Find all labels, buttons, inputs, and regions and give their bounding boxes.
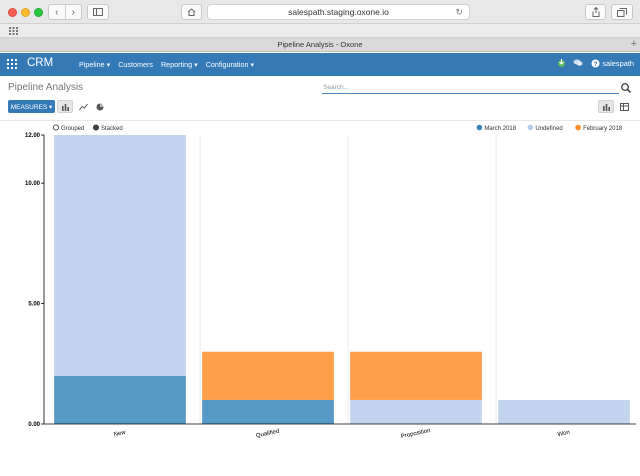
app-brand[interactable]: CRM bbox=[27, 57, 54, 69]
history-nav: ‹ › bbox=[48, 4, 82, 20]
pivot-view-button[interactable] bbox=[616, 100, 632, 113]
control-panel-divider bbox=[0, 120, 640, 121]
y-tick-label: 10.00 bbox=[25, 181, 41, 187]
favorites-bar bbox=[0, 24, 640, 38]
chat-icon[interactable] bbox=[573, 58, 583, 68]
bar-chart-icon bbox=[61, 103, 69, 111]
line-chart-icon bbox=[78, 103, 88, 110]
menu-configuration[interactable]: Configuration ▾ bbox=[205, 60, 255, 69]
legend-item[interactable]: March 2018 bbox=[476, 124, 517, 132]
home-icon bbox=[187, 8, 196, 16]
legend-label: Undefined bbox=[535, 126, 562, 132]
svg-text:?: ? bbox=[593, 61, 597, 68]
tabs-overview-button[interactable] bbox=[611, 4, 633, 20]
bar-segment[interactable] bbox=[202, 351, 334, 400]
y-tick-label: 5.00 bbox=[28, 302, 40, 308]
main-menu: Pipeline ▾ Customers Reporting ▾ Configu… bbox=[79, 60, 254, 69]
x-tick-label: Proposition bbox=[400, 428, 431, 440]
back-icon[interactable]: ‹ bbox=[49, 5, 66, 19]
share-icon bbox=[592, 7, 599, 17]
url-text: salespath.staging.oxone.io bbox=[288, 7, 389, 17]
app-navbar: CRM Pipeline ▾ Customers Reporting ▾ Con… bbox=[0, 53, 640, 76]
bar-segment[interactable] bbox=[54, 375, 186, 424]
bar-segment[interactable] bbox=[350, 399, 482, 424]
sidebar-toggle-button[interactable] bbox=[87, 4, 109, 20]
legend-swatch bbox=[575, 124, 581, 131]
legend-label: March 2018 bbox=[484, 126, 516, 132]
sidebar-icon bbox=[93, 8, 103, 16]
user-menu[interactable]: ? salespath bbox=[590, 58, 634, 68]
tab-title[interactable]: Pipeline Analysis - Oxone bbox=[277, 40, 363, 49]
apps-grid-icon[interactable] bbox=[7, 59, 17, 69]
browser-titlebar: ‹ › salespath.staging.oxone.io ↻ bbox=[0, 0, 640, 24]
bar-segment[interactable] bbox=[498, 399, 630, 424]
stacked-label: Stacked bbox=[101, 126, 123, 132]
grouped-toggle[interactable]: Grouped bbox=[53, 124, 84, 132]
stacked-radio-icon bbox=[93, 124, 100, 131]
line-chart-mode-button[interactable] bbox=[75, 100, 91, 113]
bar-segment[interactable] bbox=[350, 351, 482, 400]
bar-chart-mode-button[interactable] bbox=[57, 100, 73, 113]
address-bar[interactable]: salespath.staging.oxone.io ↻ bbox=[207, 4, 470, 20]
grid-icon[interactable] bbox=[9, 27, 18, 35]
grouped-radio-icon bbox=[53, 124, 60, 131]
user-avatar-icon: ? bbox=[590, 58, 600, 68]
user-name: salespath bbox=[602, 58, 634, 68]
y-tick-label: 12.00 bbox=[25, 133, 41, 139]
x-tick-label: New bbox=[113, 430, 127, 439]
legend-label: February 2018 bbox=[583, 126, 623, 132]
chart-legend: March 2018 Undefined February 2018 bbox=[476, 124, 623, 132]
pie-chart-mode-button[interactable] bbox=[92, 100, 108, 113]
legend-item[interactable]: February 2018 bbox=[575, 124, 623, 132]
menu-customers[interactable]: Customers bbox=[118, 60, 153, 69]
chart-bars bbox=[54, 135, 630, 424]
menu-pipeline[interactable]: Pipeline ▾ bbox=[79, 60, 111, 69]
y-tick-label: 0.00 bbox=[28, 422, 40, 428]
home-button[interactable] bbox=[181, 4, 202, 20]
new-tab-icon[interactable]: + bbox=[630, 38, 637, 50]
tabs-icon bbox=[617, 7, 627, 17]
tab-bar: Pipeline Analysis - Oxone + bbox=[0, 38, 640, 52]
x-tick-label: Won bbox=[557, 430, 570, 438]
grouped-label: Grouped bbox=[61, 126, 84, 132]
mode-toggle: Grouped Stacked bbox=[53, 124, 123, 132]
activity-icon[interactable] bbox=[556, 58, 566, 68]
forward-icon[interactable]: › bbox=[71, 6, 75, 18]
close-window-button[interactable] bbox=[8, 8, 17, 17]
legend-item[interactable]: Undefined bbox=[527, 124, 563, 132]
minimize-window-button[interactable] bbox=[21, 8, 30, 17]
pie-chart-icon bbox=[96, 103, 104, 110]
share-button[interactable] bbox=[585, 4, 606, 20]
graph-view-button[interactable] bbox=[598, 100, 614, 113]
x-tick-label: Qualified bbox=[256, 429, 280, 440]
menu-reporting[interactable]: Reporting ▾ bbox=[160, 60, 198, 69]
chart-axes: New Qualified Proposition Won 0.00 5.00 10.00 1… bbox=[25, 133, 636, 440]
bar-segment[interactable] bbox=[202, 399, 334, 424]
page-title: Pipeline Analysis bbox=[8, 82, 84, 93]
search-icon[interactable] bbox=[620, 82, 632, 94]
bar-segment[interactable] bbox=[54, 135, 186, 376]
bar-chart-icon bbox=[602, 103, 610, 111]
legend-swatch bbox=[476, 124, 483, 131]
legend-swatch bbox=[527, 124, 534, 131]
reload-icon[interactable]: ↻ bbox=[455, 7, 463, 17]
systray: ? salespath bbox=[556, 58, 634, 68]
chart-grid bbox=[199, 135, 497, 424]
stacked-toggle[interactable]: Stacked bbox=[93, 124, 123, 132]
search-input[interactable]: Search... bbox=[322, 83, 619, 94]
measures-button[interactable]: MEASURES ▾ bbox=[8, 100, 55, 113]
table-icon bbox=[619, 102, 629, 111]
pipeline-chart: Grouped Stacked March 2018 Undefined Febru… bbox=[25, 124, 636, 440]
zoom-window-button[interactable] bbox=[34, 8, 43, 17]
